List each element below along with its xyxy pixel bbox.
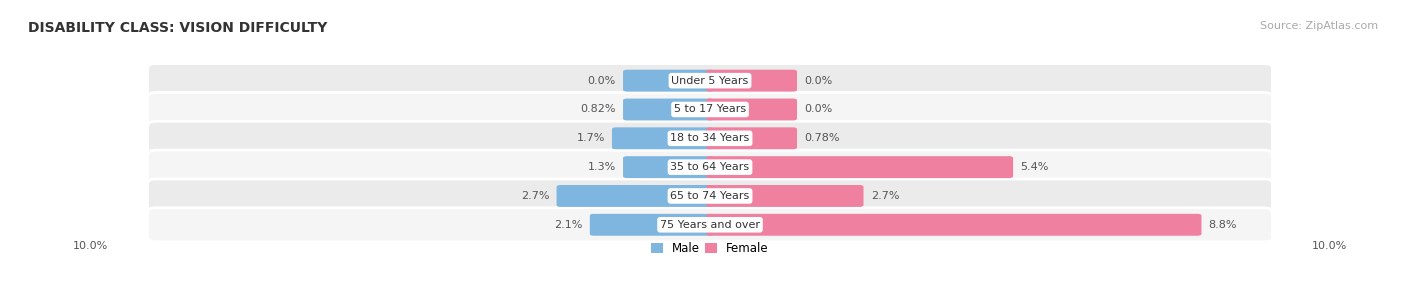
Text: 2.1%: 2.1% xyxy=(554,220,582,230)
FancyBboxPatch shape xyxy=(557,185,714,207)
FancyBboxPatch shape xyxy=(148,150,1272,184)
Text: DISABILITY CLASS: VISION DIFFICULTY: DISABILITY CLASS: VISION DIFFICULTY xyxy=(28,21,328,35)
FancyBboxPatch shape xyxy=(706,70,797,92)
Text: 10.0%: 10.0% xyxy=(1312,240,1347,250)
Text: 0.78%: 0.78% xyxy=(804,133,839,143)
Text: Under 5 Years: Under 5 Years xyxy=(672,76,748,86)
Text: 75 Years and over: 75 Years and over xyxy=(659,220,761,230)
Text: 35 to 64 Years: 35 to 64 Years xyxy=(671,162,749,172)
FancyBboxPatch shape xyxy=(148,179,1272,213)
Legend: Male, Female: Male, Female xyxy=(651,242,769,255)
Text: 1.3%: 1.3% xyxy=(588,162,616,172)
FancyBboxPatch shape xyxy=(589,214,714,236)
FancyBboxPatch shape xyxy=(706,98,797,120)
FancyBboxPatch shape xyxy=(706,185,863,207)
FancyBboxPatch shape xyxy=(706,156,1014,178)
FancyBboxPatch shape xyxy=(706,214,1202,236)
Text: 0.0%: 0.0% xyxy=(588,76,616,86)
FancyBboxPatch shape xyxy=(612,127,714,149)
Text: 10.0%: 10.0% xyxy=(73,240,108,250)
Text: 0.0%: 0.0% xyxy=(804,76,832,86)
FancyBboxPatch shape xyxy=(148,64,1272,98)
FancyBboxPatch shape xyxy=(148,121,1272,155)
Text: 5 to 17 Years: 5 to 17 Years xyxy=(673,105,747,115)
FancyBboxPatch shape xyxy=(148,92,1272,126)
Text: 2.7%: 2.7% xyxy=(870,191,900,201)
Text: 2.7%: 2.7% xyxy=(520,191,550,201)
Text: 18 to 34 Years: 18 to 34 Years xyxy=(671,133,749,143)
Text: 1.7%: 1.7% xyxy=(576,133,605,143)
FancyBboxPatch shape xyxy=(706,127,797,149)
Text: 65 to 74 Years: 65 to 74 Years xyxy=(671,191,749,201)
Text: 5.4%: 5.4% xyxy=(1021,162,1049,172)
FancyBboxPatch shape xyxy=(148,208,1272,242)
FancyBboxPatch shape xyxy=(623,98,714,120)
Text: 0.0%: 0.0% xyxy=(804,105,832,115)
FancyBboxPatch shape xyxy=(623,70,714,92)
Text: 8.8%: 8.8% xyxy=(1209,220,1237,230)
Text: Source: ZipAtlas.com: Source: ZipAtlas.com xyxy=(1260,21,1378,31)
Text: 0.82%: 0.82% xyxy=(581,105,616,115)
FancyBboxPatch shape xyxy=(623,156,714,178)
